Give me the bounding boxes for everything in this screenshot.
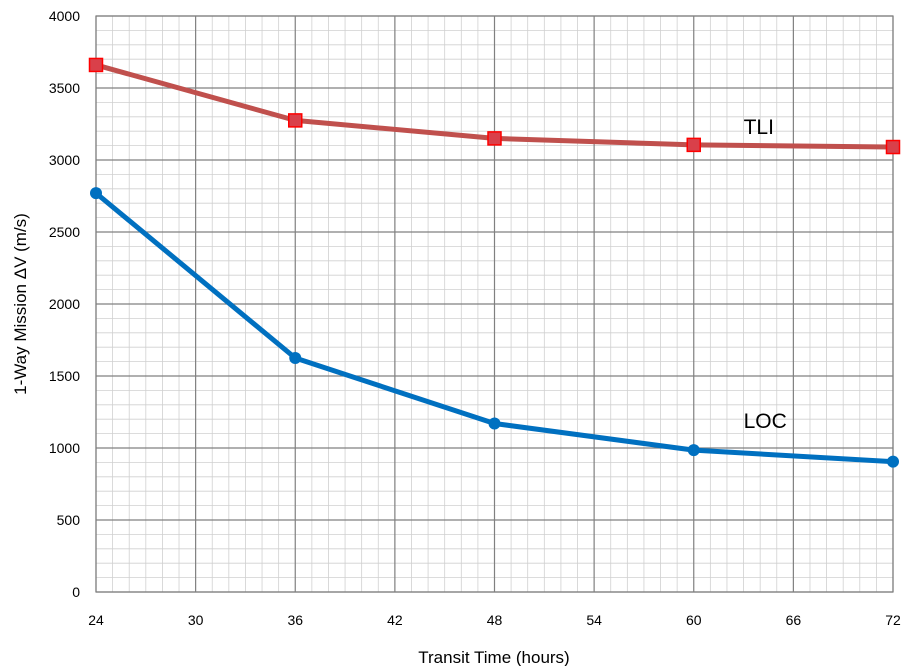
x-axis-title: Transit Time (hours) <box>418 648 569 666</box>
series-labels: TLI LOC <box>744 116 787 433</box>
tli-marker <box>686 137 701 153</box>
x-tick-label: 66 <box>786 612 802 628</box>
tli-marker <box>487 131 502 146</box>
x-tick-label: 72 <box>885 612 901 628</box>
x-tick-label: 42 <box>387 612 403 628</box>
y-tick-label: 3000 <box>49 152 80 168</box>
series-label-loc: LOC <box>744 410 787 433</box>
series-label-tli: TLI <box>744 116 774 139</box>
y-tick-label: 1500 <box>49 368 80 384</box>
y-tick-label: 4000 <box>49 8 80 24</box>
y-tick-label: 500 <box>57 512 81 528</box>
loc-marker <box>289 352 302 364</box>
y-axis-title: 1-Way Mission ΔV (m/s) <box>11 213 30 395</box>
y-tick-label: 2000 <box>49 296 80 312</box>
y-axis-tick-labels: 0 500 1000 1500 2000 2500 3000 3500 4000 <box>49 8 80 600</box>
plot-border <box>95 15 894 593</box>
series-tli <box>88 57 901 155</box>
loc-marker <box>90 187 102 200</box>
loc-marker <box>687 444 700 457</box>
y-tick-label: 1000 <box>49 440 80 456</box>
x-tick-label: 54 <box>586 612 602 628</box>
x-axis-tick-labels: 24 30 36 42 48 54 60 66 72 <box>88 612 901 628</box>
tli-marker <box>885 139 901 155</box>
y-tick-label: 2500 <box>49 224 80 240</box>
x-tick-label: 24 <box>88 612 104 628</box>
y-tick-label: 3500 <box>49 80 80 96</box>
x-tick-label: 36 <box>287 612 303 628</box>
series-loc <box>90 187 899 468</box>
x-tick-label: 60 <box>686 612 702 628</box>
x-tick-label: 30 <box>188 612 204 628</box>
series-layer <box>88 57 901 468</box>
tli-marker <box>288 113 303 128</box>
loc-marker <box>488 417 501 430</box>
loc-marker <box>887 455 899 468</box>
tli-marker <box>88 57 104 73</box>
y-tick-label: 0 <box>72 584 80 600</box>
x-tick-label: 48 <box>487 612 503 628</box>
